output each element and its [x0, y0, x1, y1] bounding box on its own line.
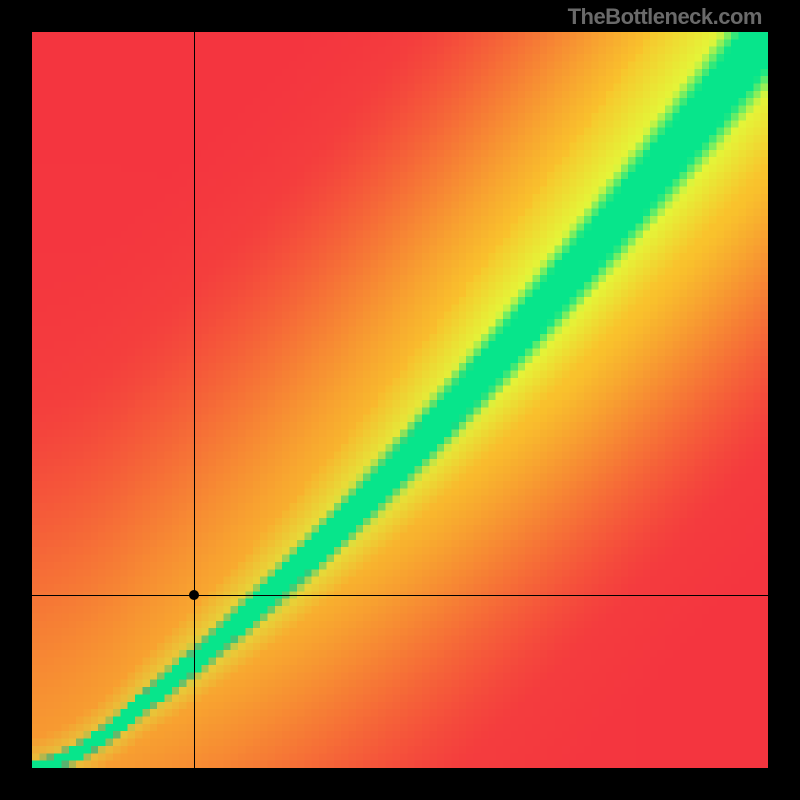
heatmap-canvas — [32, 32, 768, 768]
attribution-text: TheBottleneck.com — [568, 4, 762, 30]
crosshair-vertical — [194, 32, 195, 768]
bottleneck-heatmap — [32, 32, 768, 768]
crosshair-horizontal — [32, 595, 768, 596]
selection-marker[interactable] — [189, 590, 199, 600]
